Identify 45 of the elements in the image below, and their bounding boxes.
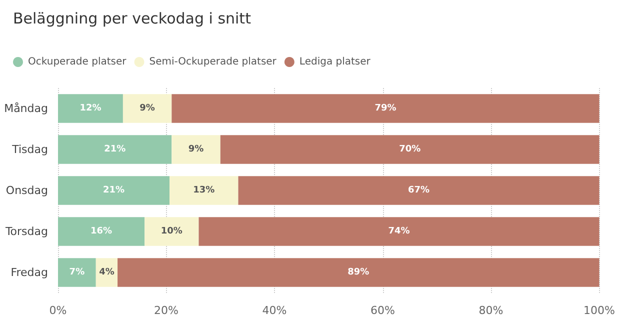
chart-title: Beläggning per veckodag i snitt bbox=[13, 10, 252, 28]
data-label: 13% bbox=[193, 186, 215, 196]
bar bbox=[118, 258, 600, 287]
bar bbox=[172, 135, 220, 164]
data-label: 74% bbox=[388, 226, 410, 236]
y-tick-label: Fredag bbox=[10, 266, 48, 279]
bar bbox=[238, 176, 600, 205]
x-tick-label: 20% bbox=[154, 304, 178, 317]
bar bbox=[170, 176, 238, 205]
bar bbox=[58, 135, 172, 164]
bar bbox=[96, 258, 118, 287]
x-tick-label: 40% bbox=[262, 304, 287, 317]
legend-label: Semi-Ockuperade platser bbox=[149, 56, 278, 68]
data-label: 16% bbox=[90, 226, 112, 236]
bar bbox=[58, 217, 145, 246]
bar bbox=[58, 176, 170, 205]
data-label: 89% bbox=[348, 268, 370, 278]
bar bbox=[58, 94, 123, 123]
y-tick-label: Torsdag bbox=[4, 225, 48, 238]
legend-label: Ockuperade platser bbox=[28, 56, 128, 68]
data-label: 9% bbox=[188, 144, 204, 154]
bar bbox=[122, 94, 172, 123]
y-tick-label: Måndag bbox=[4, 102, 48, 115]
bar bbox=[220, 135, 600, 164]
y-tick-label: Onsdag bbox=[6, 184, 48, 197]
data-label: 4% bbox=[99, 268, 114, 278]
x-tick-label: 80% bbox=[478, 304, 504, 317]
data-label: 9% bbox=[140, 104, 155, 114]
data-label: 7% bbox=[69, 268, 85, 278]
data-label: 70% bbox=[399, 144, 421, 154]
data-label: 21% bbox=[104, 144, 126, 154]
x-tick-label: 100% bbox=[584, 304, 616, 317]
data-label: 21% bbox=[102, 186, 125, 196]
data-label: 12% bbox=[80, 104, 102, 114]
bar bbox=[198, 217, 600, 246]
data-label: 79% bbox=[374, 104, 396, 114]
x-tick-label: 60% bbox=[370, 304, 395, 317]
x-tick-label: 0% bbox=[49, 304, 67, 317]
y-tick-label: Tisdag bbox=[11, 143, 48, 156]
data-label: 67% bbox=[408, 186, 430, 196]
bar bbox=[144, 217, 199, 246]
bar bbox=[58, 258, 96, 287]
bar bbox=[172, 94, 600, 123]
data-label: 10% bbox=[160, 226, 182, 236]
legend-label: Lediga platser bbox=[299, 56, 372, 68]
